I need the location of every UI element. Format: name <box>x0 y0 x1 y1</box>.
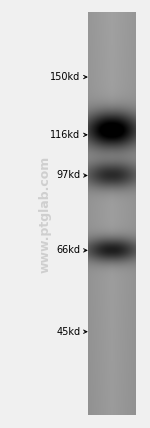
Text: 150kd: 150kd <box>50 72 80 82</box>
Text: 45kd: 45kd <box>56 327 80 337</box>
Text: www.ptglab.com: www.ptglab.com <box>39 155 51 273</box>
Text: 97kd: 97kd <box>56 170 80 181</box>
Text: 116kd: 116kd <box>50 130 80 140</box>
Text: 66kd: 66kd <box>56 245 80 256</box>
